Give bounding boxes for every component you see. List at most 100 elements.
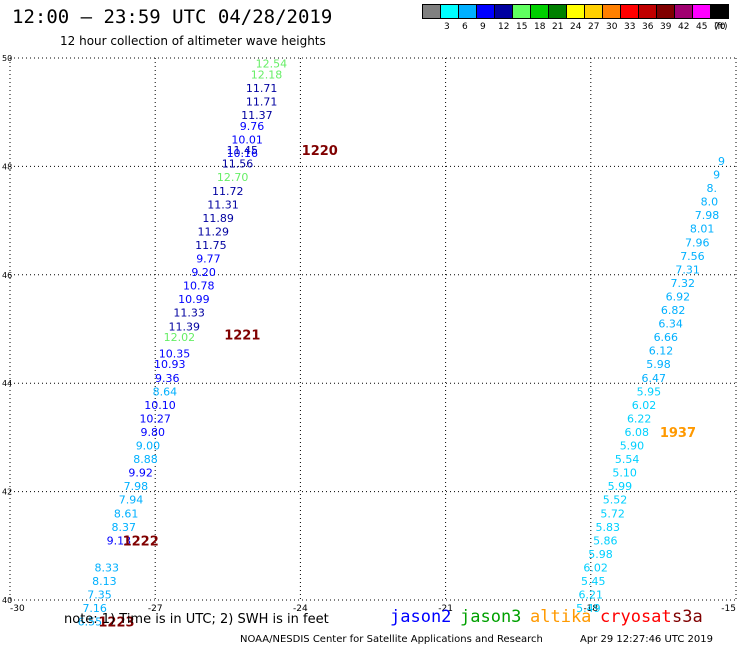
- data-label: 9.77: [196, 253, 221, 266]
- data-label: 7.32: [671, 277, 696, 290]
- legend-label: 36: [642, 22, 654, 32]
- data-label: 11.71: [246, 82, 278, 95]
- data-label: 6.82: [661, 304, 686, 317]
- data-label: 10.16: [227, 147, 259, 160]
- data-label: 11.75: [195, 239, 227, 252]
- data-label: 11.89: [202, 212, 234, 225]
- legend-label: 42: [678, 22, 690, 32]
- pass-time-label: 1220: [302, 144, 338, 159]
- satellite-altika: altika: [530, 607, 592, 627]
- data-label: 8.61: [114, 507, 139, 520]
- data-label: 6.12: [649, 345, 674, 358]
- data-label: 11.71: [246, 95, 278, 108]
- y-tick-label: 42: [2, 488, 12, 497]
- data-label: 7.96: [685, 236, 710, 249]
- data-label: 9.20: [191, 266, 216, 279]
- data-label: 11.56: [222, 158, 254, 171]
- legend-label: 6: [462, 22, 468, 32]
- data-label: 5.98: [588, 548, 613, 561]
- data-label: 6.92: [666, 290, 691, 303]
- data-label: 5.10: [612, 467, 637, 480]
- legend-label: 70: [714, 22, 726, 32]
- grid: [9, 57, 737, 601]
- data-label: 7.98: [124, 480, 149, 493]
- data-label: 5.83: [595, 521, 620, 534]
- data-label: 6.66: [654, 331, 679, 344]
- data-label: 5.86: [593, 534, 618, 547]
- legend-label: 39: [660, 22, 672, 32]
- data-label: 10.99: [178, 293, 210, 306]
- data-label: 8.: [707, 182, 718, 195]
- legend-label: 9: [480, 22, 486, 32]
- y-tick-label: 40: [2, 596, 12, 605]
- data-label: 5.54: [615, 453, 640, 466]
- data-label: 7.56: [680, 250, 705, 263]
- data-label: 5.95: [637, 385, 662, 398]
- data-label: 8.0: [701, 196, 719, 209]
- data-points: 12.5412.1811.7111.7111.379.7610.0111.451…: [78, 57, 725, 630]
- satellite-s3a: s3a: [672, 607, 703, 627]
- data-label: 6.08: [625, 426, 650, 439]
- legend-label: 27: [588, 22, 600, 32]
- timestamp-text: Apr 29 12:27:46 UTC 2019: [580, 634, 713, 645]
- data-label: 8.01: [690, 223, 715, 236]
- data-label: 6.21: [579, 589, 604, 602]
- y-tick-label: 50: [2, 54, 12, 63]
- data-label: 5.72: [600, 507, 625, 520]
- data-label: 9.92: [128, 467, 153, 480]
- legend-label: 30: [606, 22, 618, 32]
- x-tick-label: -15: [721, 604, 736, 614]
- legend-swatch: [710, 4, 729, 19]
- x-tick-label: -21: [438, 604, 453, 614]
- data-label: 6.47: [641, 372, 666, 385]
- axis-ticks: -30 -27 -24 -21 -18 -15 50 48 46 44 42 40: [2, 54, 736, 614]
- data-label: 5.90: [620, 440, 645, 453]
- data-label: 5.49: [576, 602, 601, 615]
- pass-time-label: 1222: [123, 534, 159, 549]
- data-label: 6.02: [583, 561, 608, 574]
- data-label: 9.80: [141, 426, 166, 439]
- x-tick-label: -24: [293, 604, 308, 614]
- x-tick-label: -27: [148, 604, 163, 614]
- data-label: 12.18: [251, 68, 283, 81]
- data-label: 11.37: [241, 109, 273, 122]
- data-label: 6.34: [658, 318, 683, 331]
- data-label: 6.02: [632, 399, 657, 412]
- data-label: 10.27: [139, 412, 171, 425]
- legend-label: 24: [570, 22, 582, 32]
- data-label: 5.45: [581, 575, 606, 588]
- credit-text: NOAA/NESDIS Center for Satellite Applica…: [240, 634, 543, 645]
- data-label: 9.00: [136, 440, 161, 453]
- data-label: 6.55: [78, 616, 103, 629]
- data-label: 5.98: [646, 358, 671, 371]
- legend-label: 3: [444, 22, 450, 32]
- x-tick-label: -30: [10, 604, 25, 614]
- pass-time-label: 1221: [224, 328, 260, 343]
- data-label: 8.37: [111, 521, 136, 534]
- legend-label: 45: [696, 22, 708, 32]
- footer-note: note: 1) Time is in UTC; 2) SWH is in fe…: [64, 612, 329, 627]
- data-label: 11.29: [198, 225, 230, 238]
- pass-time-label: 1937: [660, 426, 696, 441]
- data-label: 8.88: [133, 453, 158, 466]
- data-label: 9: [713, 169, 720, 182]
- data-label: 10.93: [154, 358, 186, 371]
- legend-unit: (ft): [714, 22, 728, 32]
- data-label: 11.33: [173, 307, 205, 320]
- satellite-cryosat: cryosat: [600, 607, 672, 627]
- data-label: 5.52: [603, 494, 628, 507]
- data-label: 5.99: [608, 480, 633, 493]
- data-label: 10.10: [144, 399, 176, 412]
- data-label: 8.33: [95, 561, 120, 574]
- satellite-jason2: jason2: [390, 607, 452, 627]
- chart-subtitle: 12 hour collection of altimeter wave hei…: [60, 34, 326, 48]
- data-label: 9: [718, 155, 725, 168]
- pass-time-label: 1223: [98, 616, 134, 631]
- legend-label: 15: [516, 22, 528, 32]
- legend-label: 18: [534, 22, 546, 32]
- data-label: 9.36: [155, 372, 180, 385]
- data-label: 6.22: [627, 412, 652, 425]
- data-label: 10.01: [231, 133, 263, 146]
